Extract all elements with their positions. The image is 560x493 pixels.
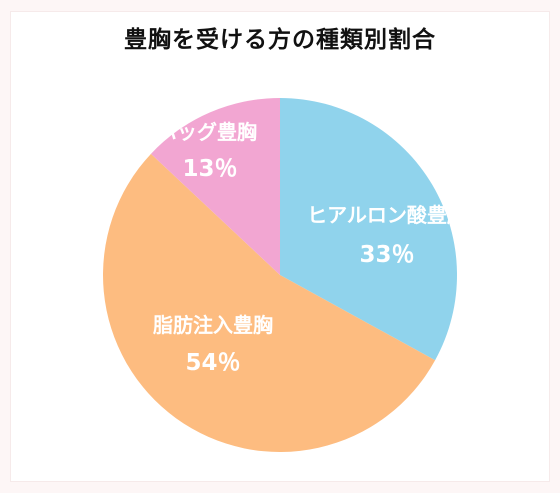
slice-label-fat-injection: 脂肪注入豊胸 — [153, 313, 273, 337]
chart-title-text: 豊胸を受ける方の種類別割合 — [124, 27, 436, 53]
pie-slice-hyaluronic — [280, 98, 457, 361]
slice-value-bag: 13％ — [182, 156, 237, 182]
pie-slice-fat-injection — [103, 153, 436, 452]
pie-slice-bag — [150, 98, 280, 275]
slice-label-bag: バッグ豊胸 — [157, 120, 257, 144]
chart-title: 豊胸を受ける方の種類別割合 — [108, 23, 452, 57]
chart-title-wrap: 豊胸を受ける方の種類別割合 — [0, 23, 560, 57]
slice-value-hyaluronic: 33％ — [359, 242, 414, 268]
slice-value-fat-injection: 54％ — [185, 350, 240, 376]
slice-label-hyaluronic: ヒアルロン酸豊胸 — [307, 203, 467, 227]
